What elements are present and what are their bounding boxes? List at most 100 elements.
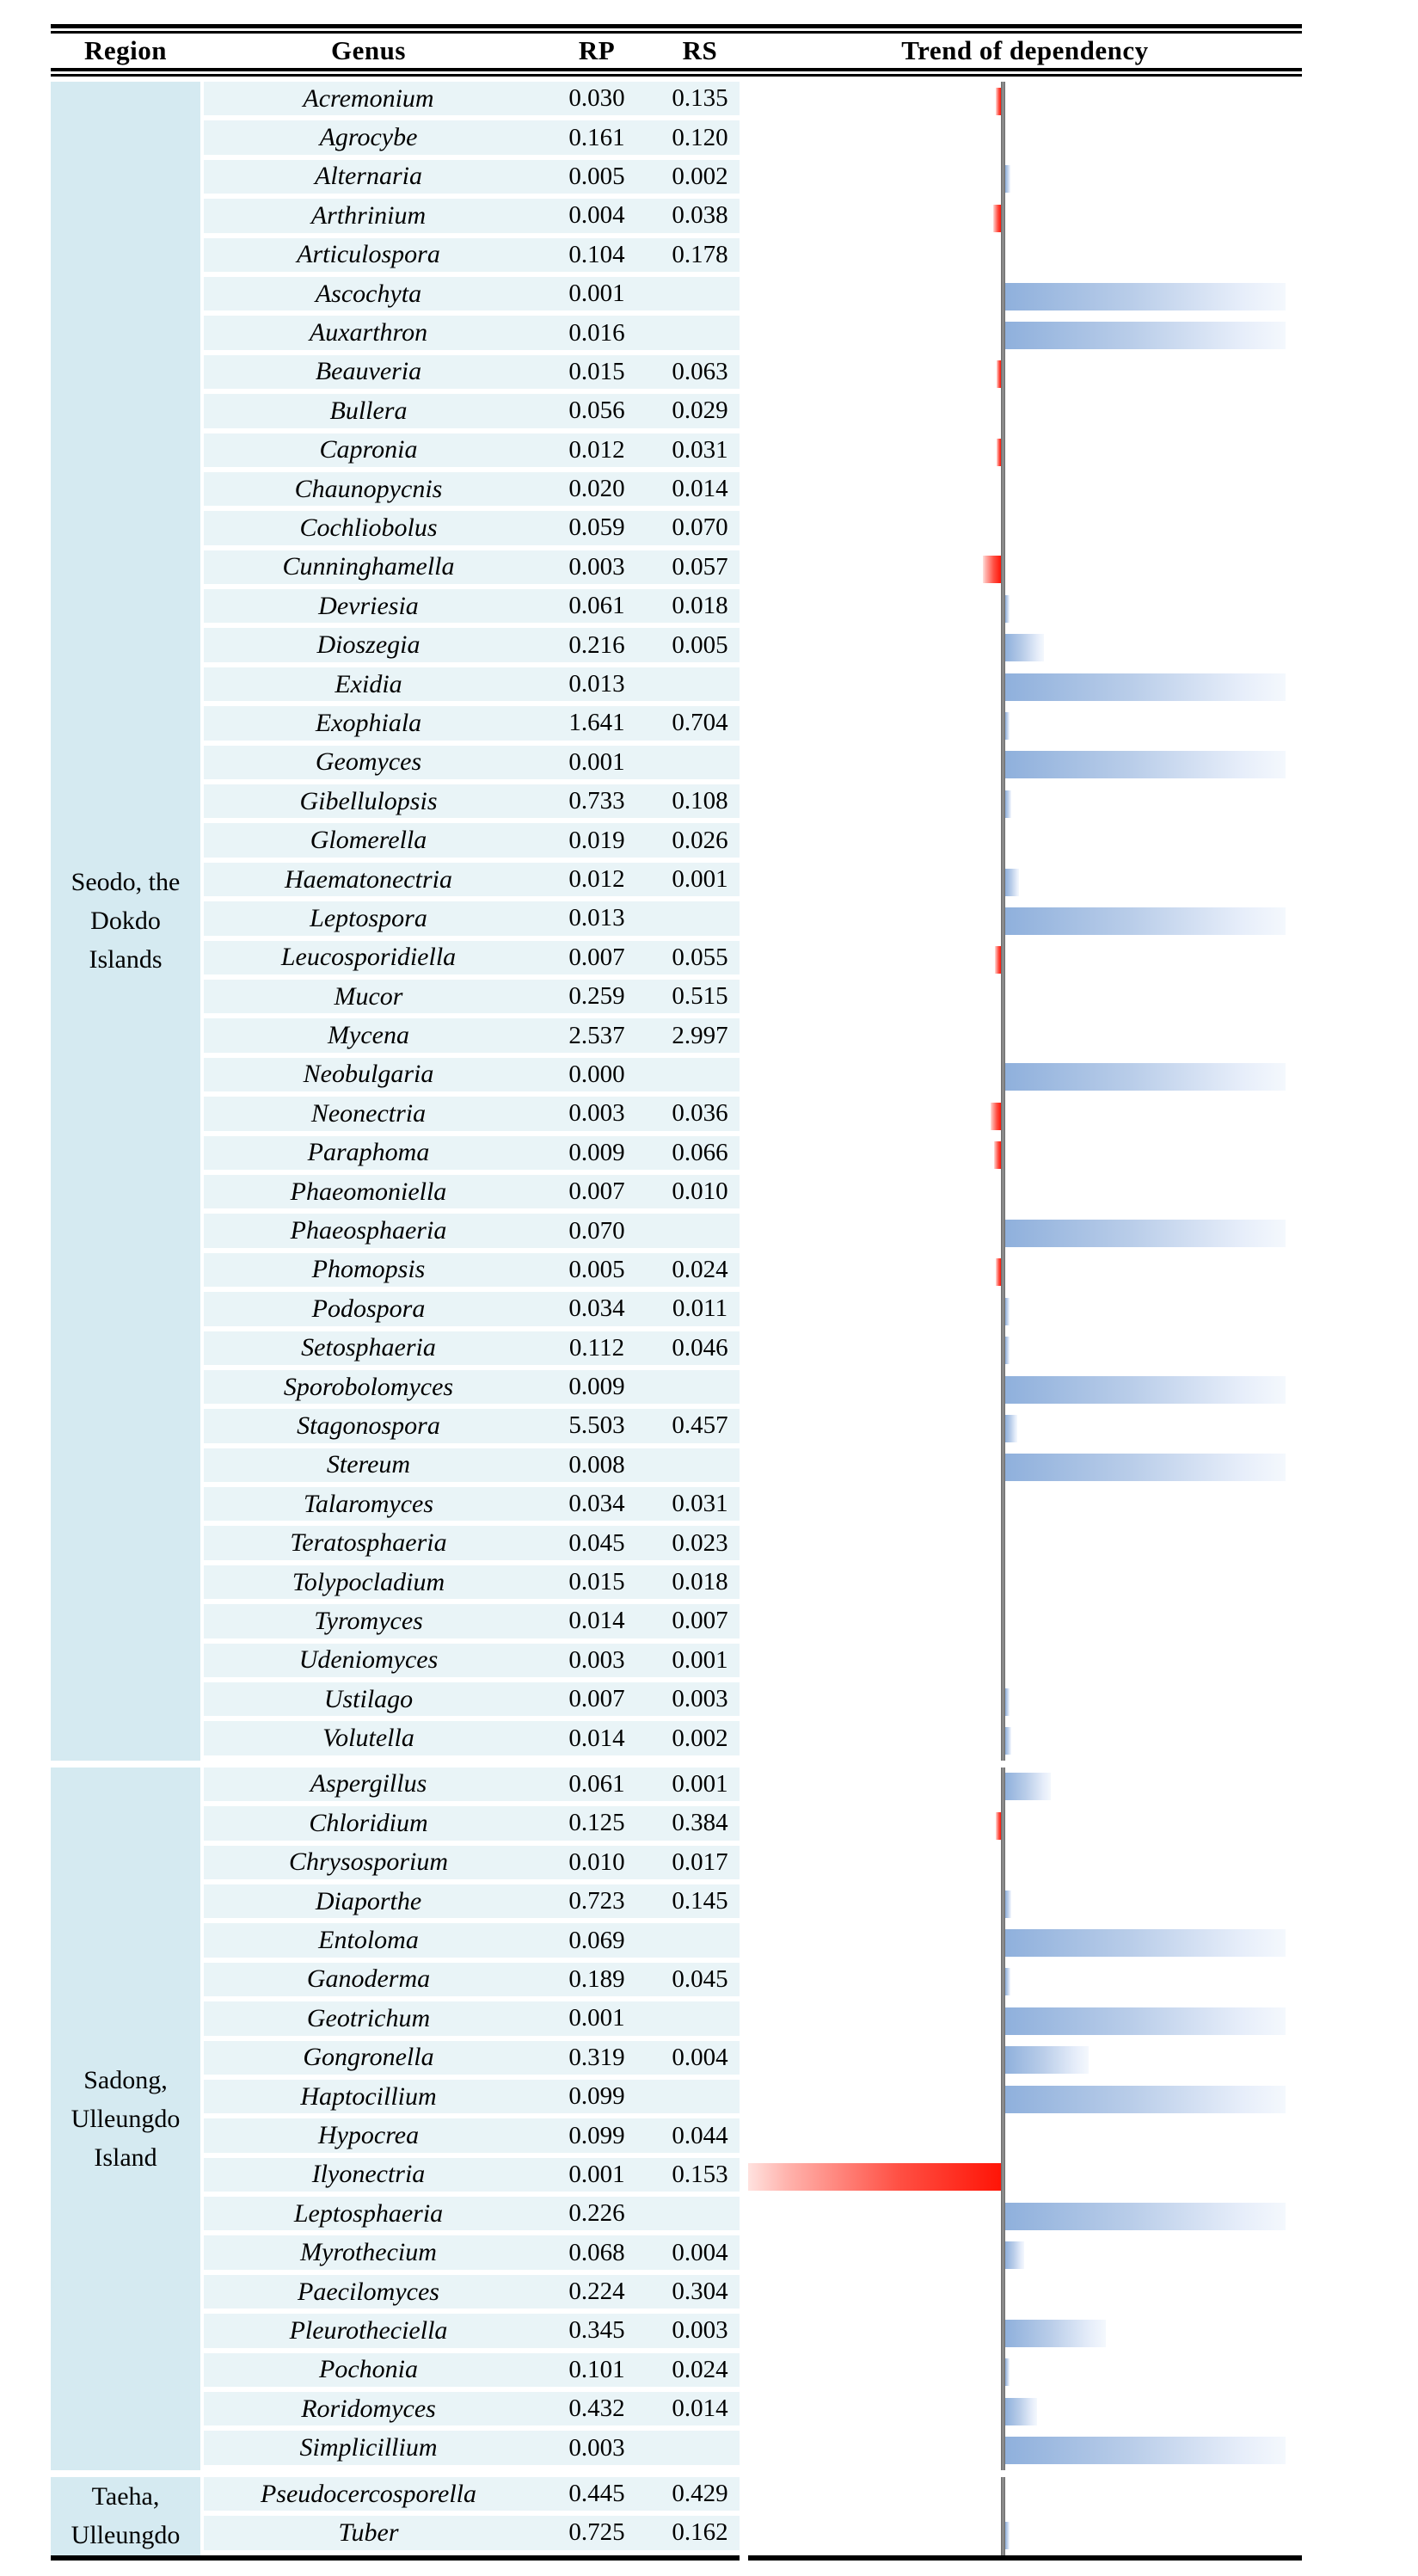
genus-cell: Mycena bbox=[204, 1018, 533, 1058]
genus-cell: Auxarthron bbox=[204, 316, 533, 355]
rs-value-cell: 0.002 bbox=[660, 159, 740, 200]
genus-cell: Neonectria bbox=[204, 1097, 533, 1136]
trend-chart-cell bbox=[748, 2079, 1302, 2119]
trend-bar-positive bbox=[1005, 594, 1010, 623]
trend-bar-positive bbox=[1005, 2358, 1010, 2387]
region-group: Seodo, the Dokdo Islands Acremonium 0.030 0.1… bbox=[51, 82, 1302, 1761]
trend-bar-negative bbox=[983, 556, 1001, 584]
rp-value-cell: 0.005 bbox=[533, 159, 660, 200]
rs-value-cell bbox=[660, 1369, 740, 1410]
rs-value-cell bbox=[660, 276, 740, 317]
rs-value-cell: 0.070 bbox=[660, 511, 740, 550]
trend-bar-positive bbox=[1005, 673, 1286, 701]
rp-value-cell: 0.013 bbox=[533, 667, 660, 707]
trend-bar-negative bbox=[993, 204, 1001, 232]
table-row: Haematonectria 0.012 0.001 bbox=[204, 862, 1302, 902]
table-row: Arthrinium 0.004 0.038 bbox=[204, 199, 1302, 238]
rs-value-cell: 0.135 bbox=[660, 82, 740, 121]
rp-value-cell: 0.432 bbox=[533, 2392, 660, 2432]
rs-value-cell: 0.004 bbox=[660, 2040, 740, 2080]
rs-value-cell bbox=[660, 1057, 740, 1097]
trend-chart-cell bbox=[748, 1884, 1302, 1924]
table-row: Mycena 2.537 2.997 bbox=[204, 1018, 1302, 1058]
table-row: Phaeomoniella 0.007 0.010 bbox=[204, 1174, 1302, 1214]
trend-chart-cell bbox=[748, 628, 1302, 667]
column-spacer bbox=[740, 667, 748, 706]
column-spacer bbox=[740, 2477, 748, 2516]
table-top-double-rule bbox=[51, 24, 1302, 34]
rs-value-cell: 0.007 bbox=[660, 1604, 740, 1644]
rp-value-cell: 0.001 bbox=[533, 745, 660, 785]
rp-value-cell: 0.045 bbox=[533, 1526, 660, 1565]
rp-value-cell: 0.001 bbox=[533, 2001, 660, 2041]
column-spacer bbox=[740, 980, 748, 1018]
column-spacer bbox=[740, 901, 748, 940]
genus-cell: Phaeomoniella bbox=[204, 1174, 533, 1214]
rs-value-cell bbox=[660, 2079, 740, 2119]
trend-chart-cell bbox=[748, 276, 1302, 317]
trend-chart-cell bbox=[748, 1923, 1302, 1963]
column-spacer bbox=[740, 277, 748, 316]
trend-chart-cell bbox=[748, 784, 1302, 824]
rp-value-cell: 0.003 bbox=[533, 2431, 660, 2470]
region-group: Taeha, Ulleungdo Pseudocercosporella 0.445 0… bbox=[51, 2476, 1302, 2555]
rp-value-cell: 1.641 bbox=[533, 706, 660, 746]
trend-chart-cell bbox=[748, 667, 1302, 707]
column-spacer bbox=[740, 511, 748, 550]
genus-cell: Acremonium bbox=[204, 82, 533, 121]
genus-cell: Paraphoma bbox=[204, 1135, 533, 1175]
rs-value-cell bbox=[660, 316, 740, 355]
column-spacer bbox=[740, 1806, 748, 1845]
genus-cell: Geotrichum bbox=[204, 2001, 533, 2041]
rp-value-cell: 0.099 bbox=[533, 2079, 660, 2119]
trend-chart-cell bbox=[748, 2476, 1302, 2517]
rs-value-cell: 0.515 bbox=[660, 979, 740, 1019]
table-row: Pseudocercosporella 0.445 0.429 bbox=[204, 2476, 1302, 2517]
trend-bar-positive bbox=[1005, 2007, 1286, 2035]
rs-value-cell: 0.153 bbox=[660, 2157, 740, 2198]
column-spacer bbox=[740, 1370, 748, 1409]
table-row: Chloridium 0.125 0.384 bbox=[204, 1806, 1302, 1846]
rp-value-cell: 0.014 bbox=[533, 1604, 660, 1644]
rp-value-cell: 0.009 bbox=[533, 1369, 660, 1410]
trend-chart-cell bbox=[748, 471, 1302, 512]
column-spacer bbox=[740, 550, 748, 589]
column-spacer bbox=[740, 1487, 748, 1526]
trend-chart-cell bbox=[748, 745, 1302, 785]
genus-cell: Stagonospora bbox=[204, 1409, 533, 1448]
rp-value-cell: 0.101 bbox=[533, 2352, 660, 2393]
chart-axis-line bbox=[1001, 1767, 1005, 2470]
rs-value-cell: 0.005 bbox=[660, 628, 740, 667]
column-spacer bbox=[740, 472, 748, 511]
table-row: Geotrichum 0.001 bbox=[204, 2001, 1302, 2041]
table-row: Capronia 0.012 0.031 bbox=[204, 433, 1302, 472]
genus-cell: Entoloma bbox=[204, 1923, 533, 1963]
trend-chart-cell bbox=[748, 862, 1302, 902]
trend-chart-cell bbox=[748, 823, 1302, 863]
genus-cell: Volutella bbox=[204, 1721, 533, 1761]
column-spacer bbox=[740, 706, 748, 745]
column-spacer bbox=[740, 1253, 748, 1292]
trend-bar-positive bbox=[1005, 2241, 1024, 2270]
trend-chart-cell bbox=[748, 2314, 1302, 2353]
genus-cell: Tolypocladium bbox=[204, 1565, 533, 1605]
trend-chart-cell bbox=[748, 1806, 1302, 1846]
rp-value-cell: 0.012 bbox=[533, 433, 660, 472]
rs-value-cell: 0.001 bbox=[660, 1643, 740, 1683]
genus-cell: Pleurotheciella bbox=[204, 2314, 533, 2353]
trend-bar-negative bbox=[997, 360, 1001, 389]
rp-value-cell: 0.003 bbox=[533, 1097, 660, 1136]
trend-bar-positive bbox=[1005, 1297, 1010, 1325]
trend-chart-cell bbox=[748, 2001, 1302, 2041]
trend-chart-cell bbox=[748, 2040, 1302, 2080]
genus-cell: Devriesia bbox=[204, 589, 533, 629]
trend-bar-positive bbox=[1005, 1890, 1011, 1918]
column-spacer bbox=[740, 160, 748, 199]
trend-chart-cell bbox=[748, 1331, 1302, 1370]
rp-value-cell: 0.015 bbox=[533, 1565, 660, 1605]
rp-value-cell: 0.723 bbox=[533, 1884, 660, 1924]
rp-value-cell: 0.061 bbox=[533, 589, 660, 629]
column-spacer bbox=[740, 1644, 748, 1682]
rp-value-cell: 0.030 bbox=[533, 82, 660, 121]
